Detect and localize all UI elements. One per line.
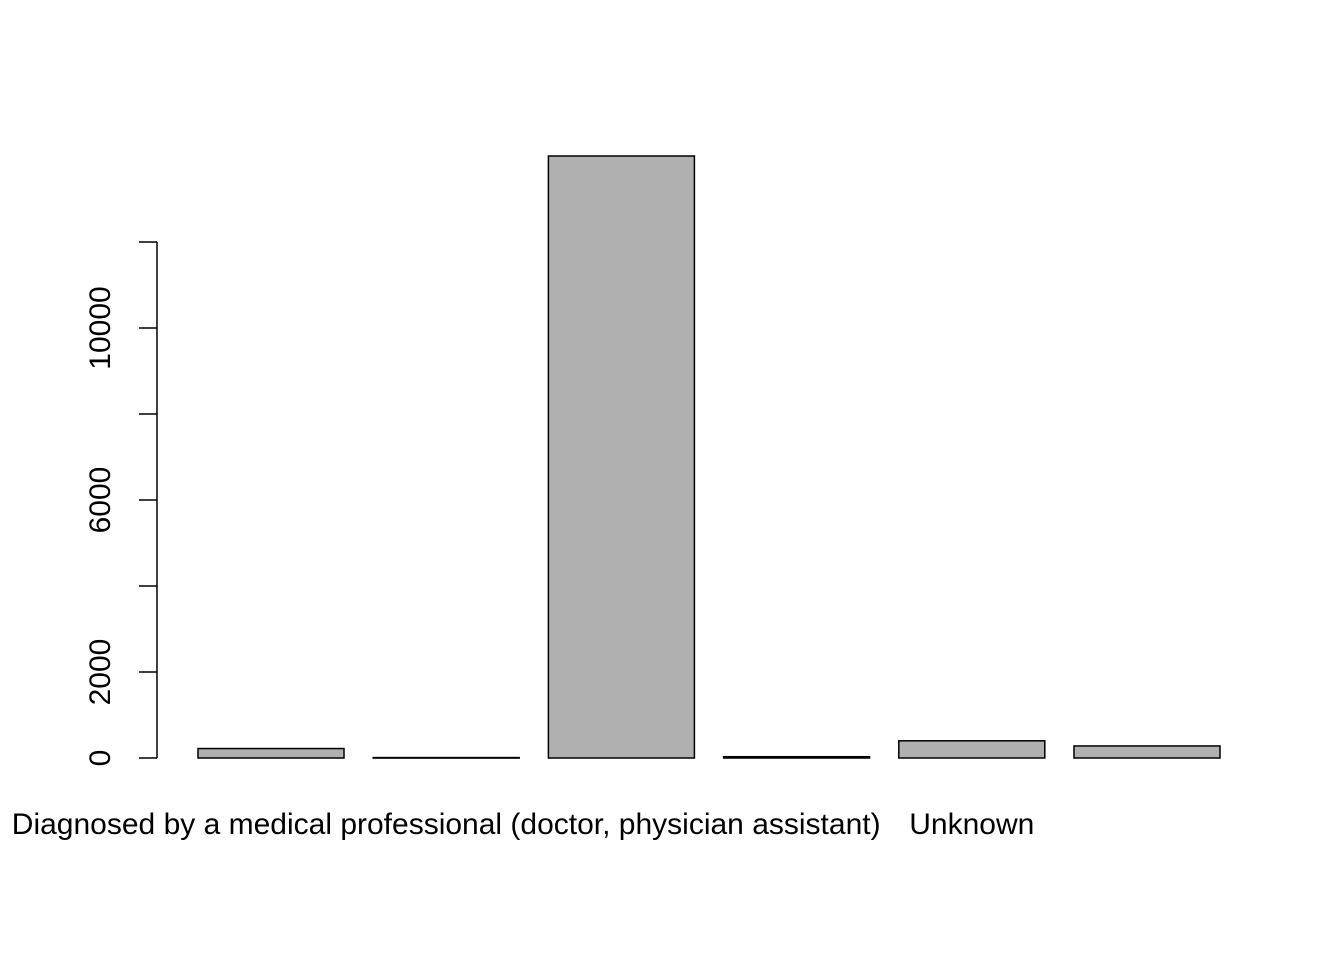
y-tick-label: 10000 (84, 286, 117, 369)
x-tick-label: Unknown (909, 808, 1034, 841)
x-tick-label: Diagnosed by a medical professional (doc… (12, 808, 881, 841)
bar (898, 740, 1046, 759)
y-axis: 0 2000 6000 10000 (84, 241, 158, 767)
bar (197, 747, 345, 759)
y-tick-label: 2000 (84, 639, 117, 706)
x-axis-labels: Diagnosed by a medical professional (doc… (12, 808, 1035, 841)
bar (547, 155, 696, 759)
bar (1073, 745, 1221, 759)
bars (197, 155, 1221, 759)
y-tick-label: 0 (84, 750, 117, 767)
y-tick-label: 6000 (84, 467, 117, 534)
bar (722, 755, 871, 759)
bar (372, 756, 520, 759)
